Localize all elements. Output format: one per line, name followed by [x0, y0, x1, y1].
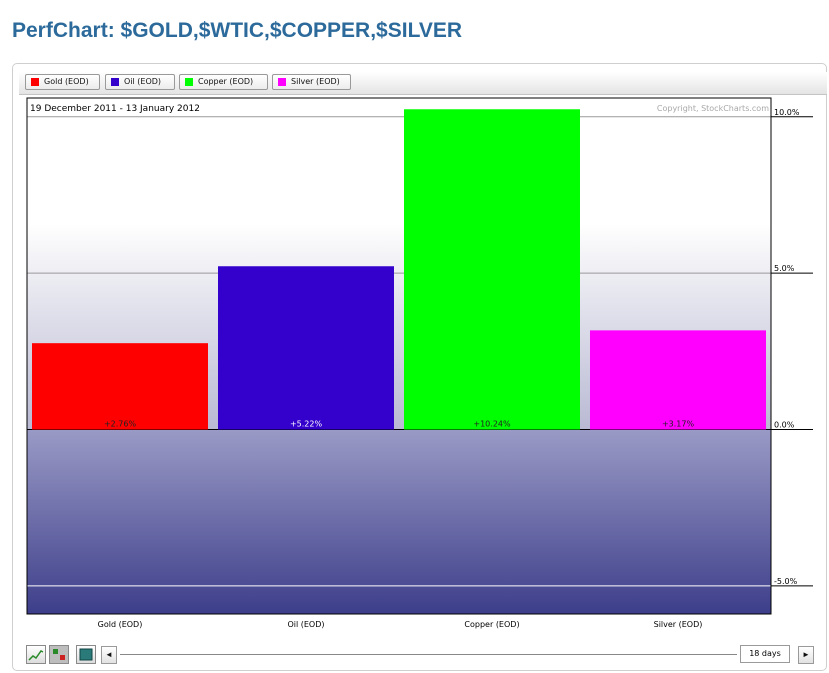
histogram-button[interactable] — [76, 645, 96, 664]
legend-swatch-silver — [278, 78, 286, 86]
x-tick-label: Oil (EOD) — [287, 620, 324, 629]
y-tick-label: 10.0% — [774, 108, 800, 117]
legend-swatch-gold — [31, 78, 39, 86]
legend-bar: Gold (EOD) Oil (EOD) Copper (EOD) Silver… — [19, 72, 827, 95]
bar-value-label: +5.22% — [290, 419, 323, 428]
legend-item-oil[interactable]: Oil (EOD) — [105, 74, 175, 90]
plot-background-negative — [27, 429, 771, 614]
y-tick-label: 5.0% — [774, 264, 795, 273]
scroll-track[interactable] — [120, 654, 737, 655]
x-tick-label: Gold (EOD) — [98, 620, 143, 629]
legend-label-oil: Oil (EOD) — [124, 77, 162, 86]
line-chart-icon — [28, 650, 44, 661]
y-tick-label: -5.0% — [774, 577, 798, 586]
legend-label-silver: Silver (EOD) — [291, 77, 340, 86]
bar-chart-button[interactable] — [49, 645, 69, 664]
histogram-icon — [79, 648, 93, 661]
bar — [218, 266, 394, 430]
bar — [404, 109, 580, 430]
x-tick-label: Copper (EOD) — [464, 620, 519, 629]
scroll-right-button[interactable]: ► — [798, 646, 814, 664]
legend-swatch-copper — [185, 78, 193, 86]
bar-value-label: +3.17% — [662, 419, 695, 428]
days-selector[interactable]: 18 days — [740, 645, 790, 663]
bar-value-label: +10.24% — [473, 419, 511, 428]
bar — [590, 330, 766, 430]
page-title: PerfChart: $GOLD,$WTIC,$COPPER,$SILVER — [12, 19, 463, 42]
scroll-left-button[interactable]: ◄ — [101, 646, 117, 664]
copyright-label: Copyright, StockCharts.com — [657, 104, 769, 113]
date-range-label: 19 December 2011 - 13 January 2012 — [30, 104, 200, 114]
legend-item-copper[interactable]: Copper (EOD) — [179, 74, 268, 90]
y-tick-label: 0.0% — [774, 420, 795, 429]
legend-item-silver[interactable]: Silver (EOD) — [272, 74, 351, 90]
line-chart-button[interactable] — [26, 645, 46, 664]
legend-item-gold[interactable]: Gold (EOD) — [25, 74, 100, 90]
legend-swatch-oil — [111, 78, 119, 86]
legend-label-gold: Gold (EOD) — [44, 77, 89, 86]
x-tick-label: Silver (EOD) — [654, 620, 703, 629]
bar-chart-icon — [53, 649, 65, 660]
legend-label-copper: Copper (EOD) — [198, 77, 254, 86]
bar-value-label: +2.76% — [104, 419, 137, 428]
bar — [32, 343, 208, 430]
plot-frame — [26, 97, 772, 615]
